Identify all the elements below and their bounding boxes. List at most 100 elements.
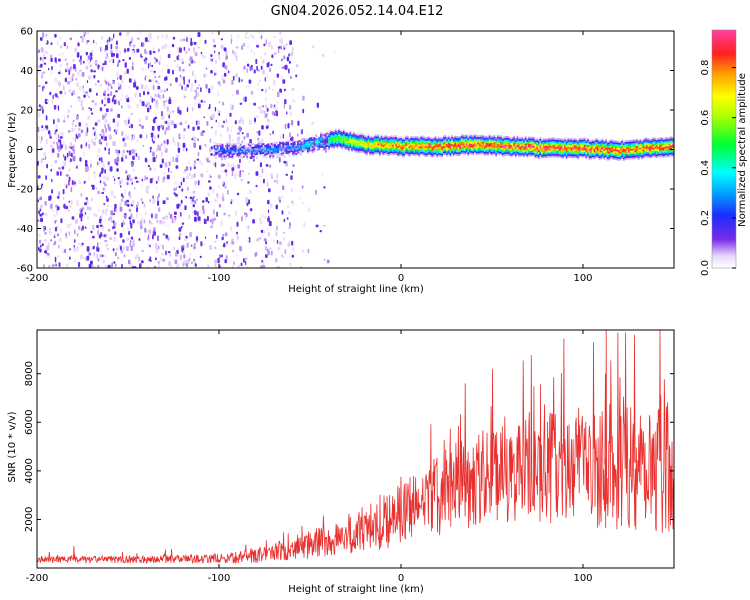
spectrogram-noise-cell: [240, 262, 243, 267]
spectrogram-ridge-cell: [505, 146, 507, 149]
spectrogram-ridge-cell: [552, 141, 555, 144]
spectrogram-ridge-cell: [546, 156, 548, 159]
spectrogram-ridge-cell: [526, 146, 529, 149]
spectrogram-noise-cell: [144, 157, 148, 163]
spectrogram-ridge-cell: [446, 136, 448, 139]
spectrogram-ridge-cell: [591, 139, 594, 142]
spectrogram-ridge-cell: [262, 143, 265, 146]
spectrogram-noise-cell: [98, 67, 102, 70]
spectrogram-ridge-cell: [365, 146, 368, 149]
spectrogram-ridge-cell: [229, 147, 232, 149]
spectrogram-ridge-cell: [456, 153, 458, 156]
spectrogram-ridge-cell: [225, 151, 227, 154]
spectrogram-ridge-cell: [469, 134, 471, 137]
spectrogram-ridge-cell: [331, 140, 334, 142]
spectrogram-noise-cell: [140, 84, 144, 90]
spectrogram-noise-cell: [246, 202, 249, 206]
spectrogram-ridge-cell: [423, 147, 425, 149]
spectrogram-ridge-cell: [437, 147, 440, 150]
spectrogram-noise-cell: [186, 173, 189, 179]
spectrogram-noise-cell: [244, 96, 247, 102]
spectrogram-noise-cell: [301, 128, 303, 135]
spectrogram-ridge-cell: [311, 147, 314, 150]
spectrogram-ytick-label: -20: [17, 185, 33, 196]
spectrogram-ridge-cell: [264, 146, 267, 149]
spectrogram-ridge-cell: [609, 142, 612, 145]
spectrogram-ridge-cell: [475, 135, 478, 138]
spectrogram-ridge-cell: [421, 146, 424, 149]
spectrogram-ridge-cell: [280, 154, 283, 157]
spectrogram-ridge-cell: [647, 137, 650, 140]
spectrogram-ridge-cell: [347, 148, 350, 151]
spectrogram-ridge-cell: [274, 149, 276, 152]
spectrogram-noise-cell: [151, 125, 155, 131]
spectrogram-noise-cell: [71, 76, 74, 82]
spectrogram-noise-cell: [290, 175, 293, 180]
spectrogram-noise-cell: [88, 263, 92, 268]
spectrogram-ridge-cell: [246, 150, 249, 153]
spectrogram-noise-cell: [225, 55, 228, 60]
spectrogram-ridge-cell: [351, 132, 353, 135]
spectrogram-noise-cell: [121, 92, 124, 97]
spectrogram-ridge-cell: [601, 152, 604, 155]
spectrogram-ridge-cell: [320, 145, 322, 148]
spectrogram-ridge-cell: [632, 146, 635, 149]
spectrogram-ridge-cell: [411, 148, 414, 151]
spectrogram-ridge-cell: [649, 153, 651, 155]
spectrogram-ridge-cell: [555, 145, 558, 147]
spectrogram-noise-cell: [225, 173, 228, 177]
spectrogram-noise-cell: [49, 91, 52, 96]
spectrogram-noise-cell: [128, 57, 132, 60]
spectrogram-ridge-cell: [533, 138, 535, 141]
spectrogram-noise-cell: [270, 173, 273, 177]
spectrogram-noise-cell: [46, 99, 50, 103]
spectrogram-noise-cell: [74, 259, 77, 262]
spectrogram-noise-cell: [184, 95, 186, 99]
spectrogram-ridge-cell: [565, 139, 568, 142]
spectrogram-ridge-cell: [442, 138, 445, 141]
spectrogram-noise-cell: [153, 231, 156, 236]
spectrogram-ridge-cell: [533, 137, 535, 139]
spectrogram-ridge-cell: [533, 151, 535, 154]
spectrogram-ridge-cell: [536, 156, 538, 158]
spectrogram-noise-cell: [182, 142, 186, 148]
spectrogram-ridge-cell: [415, 150, 417, 153]
spectrogram-ridge-cell: [356, 140, 358, 143]
spectrogram-ridge-cell: [338, 131, 340, 134]
spectrogram-ridge-cell: [262, 146, 265, 149]
spectrogram-ridge-cell: [223, 151, 226, 154]
spectrogram-noise-cell: [259, 218, 261, 221]
spectrogram-ridge-cell: [392, 141, 394, 143]
spectrogram-ridge-cell: [236, 142, 239, 145]
spectrogram-ridge-cell: [492, 148, 494, 151]
spectrogram-noise-cell: [97, 120, 99, 123]
spectrogram-ridge-cell: [503, 145, 506, 147]
spectrogram-ridge-cell: [632, 150, 635, 152]
spectrogram-ridge-cell: [451, 151, 453, 153]
spectrogram-ridge-cell: [541, 149, 543, 152]
spectrogram-ridge-cell: [403, 146, 406, 149]
spectrogram-noise-cell: [280, 37, 283, 43]
spectrogram-ridge-cell: [537, 142, 540, 145]
spectrogram-noise-cell: [81, 106, 84, 111]
spectrogram-noise-cell: [121, 222, 124, 228]
spectrogram-ridge-cell: [577, 157, 579, 160]
spectrogram-ridge-cell: [605, 147, 607, 150]
spectrogram-ridge-cell: [351, 136, 353, 139]
spectrogram-noise-cell: [42, 158, 45, 161]
spectrogram-noise-cell: [196, 158, 200, 161]
spectrogram-ridge-cell: [495, 140, 498, 143]
spectrogram-noise-cell: [168, 99, 172, 105]
spectrogram-ridge-cell: [488, 138, 491, 140]
spectrogram-noise-cell: [289, 262, 292, 267]
spectrogram-ridge-cell: [487, 152, 489, 154]
spectrogram-ridge-cell: [334, 135, 337, 138]
spectrogram-ridge-cell: [628, 152, 630, 155]
spectrogram-ridge-cell: [451, 145, 453, 148]
spectrogram-ridge-cell: [433, 138, 435, 141]
spectrogram-ridge-cell: [654, 153, 656, 156]
spectrogram-ridge-cell: [598, 156, 601, 158]
spectrogram-ridge-cell: [631, 148, 633, 151]
spectrogram-ridge-cell: [390, 149, 393, 152]
spectrogram-noise-cell: [96, 246, 98, 252]
